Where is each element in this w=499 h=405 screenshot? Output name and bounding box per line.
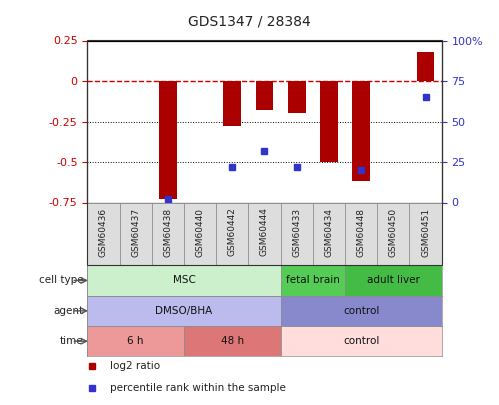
Bar bbox=[152, 202, 184, 265]
Bar bbox=[249, 202, 280, 265]
Bar bbox=[87, 326, 184, 356]
Bar bbox=[377, 202, 409, 265]
Bar bbox=[159, 81, 177, 199]
Text: GSM60442: GSM60442 bbox=[228, 207, 237, 256]
Bar bbox=[313, 202, 345, 265]
Bar bbox=[184, 202, 216, 265]
Bar bbox=[352, 81, 370, 181]
Text: 48 h: 48 h bbox=[221, 336, 244, 346]
Text: GSM60434: GSM60434 bbox=[324, 207, 333, 256]
Bar bbox=[345, 202, 377, 265]
Text: percentile rank within the sample: percentile rank within the sample bbox=[110, 384, 285, 394]
Bar bbox=[255, 81, 273, 110]
Text: GSM60440: GSM60440 bbox=[196, 207, 205, 256]
Bar bbox=[120, 202, 152, 265]
Text: GSM60438: GSM60438 bbox=[163, 207, 172, 257]
Bar bbox=[345, 265, 442, 296]
Bar bbox=[320, 81, 338, 162]
Bar bbox=[280, 326, 442, 356]
Text: GDS1347 / 28384: GDS1347 / 28384 bbox=[188, 14, 311, 28]
Text: GSM60444: GSM60444 bbox=[260, 207, 269, 256]
Text: GSM60437: GSM60437 bbox=[131, 207, 140, 257]
Bar bbox=[280, 202, 313, 265]
Text: GSM60450: GSM60450 bbox=[389, 207, 398, 257]
Text: 6 h: 6 h bbox=[127, 336, 144, 346]
Text: control: control bbox=[343, 306, 379, 316]
Bar bbox=[224, 81, 241, 126]
Text: DMSO/BHA: DMSO/BHA bbox=[155, 306, 213, 316]
Text: control: control bbox=[343, 336, 379, 346]
Bar bbox=[280, 265, 345, 296]
Bar bbox=[87, 202, 120, 265]
Text: cell type: cell type bbox=[39, 275, 84, 286]
Bar bbox=[216, 202, 249, 265]
Bar bbox=[409, 202, 442, 265]
Bar bbox=[288, 81, 305, 113]
Bar bbox=[184, 326, 280, 356]
Text: GSM60433: GSM60433 bbox=[292, 207, 301, 257]
Text: fetal brain: fetal brain bbox=[286, 275, 340, 286]
Bar bbox=[87, 296, 280, 326]
Text: GSM60451: GSM60451 bbox=[421, 207, 430, 257]
Text: MSC: MSC bbox=[173, 275, 196, 286]
Bar bbox=[417, 52, 434, 81]
Text: agent: agent bbox=[54, 306, 84, 316]
Bar bbox=[87, 265, 280, 296]
Text: log2 ratio: log2 ratio bbox=[110, 361, 160, 371]
Text: GSM60448: GSM60448 bbox=[357, 207, 366, 256]
Text: GSM60436: GSM60436 bbox=[99, 207, 108, 257]
Text: adult liver: adult liver bbox=[367, 275, 420, 286]
Text: time: time bbox=[60, 336, 84, 346]
Bar bbox=[280, 296, 442, 326]
